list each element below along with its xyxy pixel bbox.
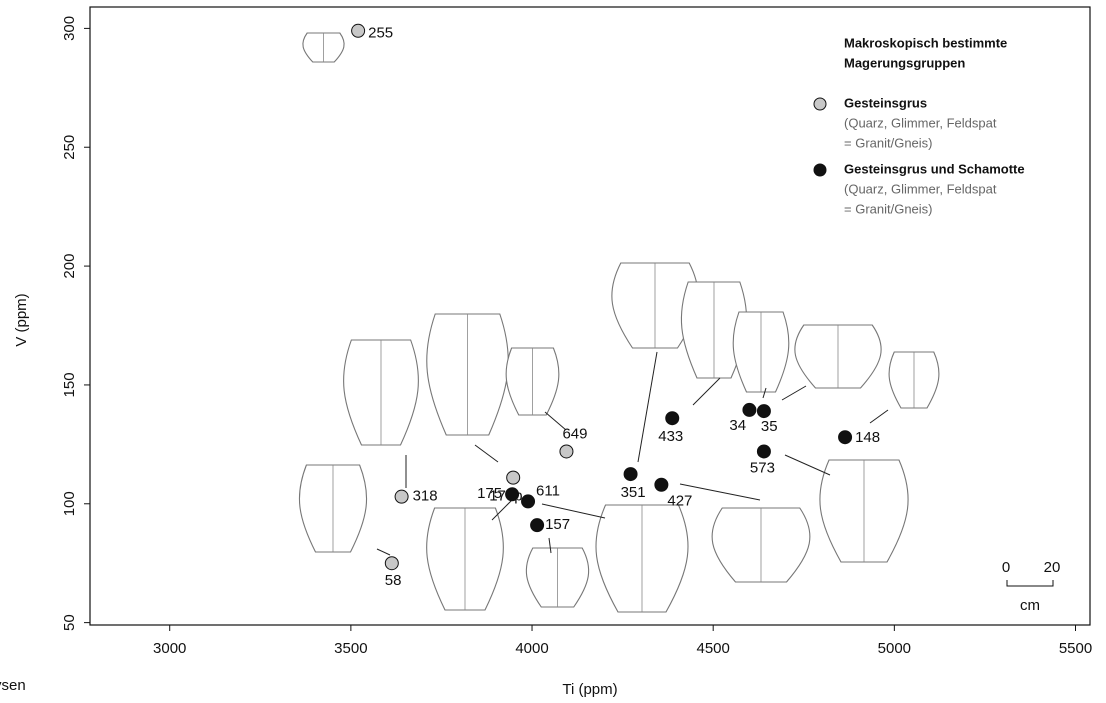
point-label: 433 (658, 428, 683, 445)
x-tick-label: 4500 (697, 640, 730, 657)
point-label: 175 (477, 485, 502, 502)
data-point (838, 430, 853, 445)
point-label: 35 (761, 418, 778, 435)
point-label: 255 (368, 25, 393, 42)
x-tick-label: 5500 (1059, 640, 1092, 657)
data-point (351, 23, 366, 38)
scale-unit: cm (1020, 597, 1040, 614)
data-point (742, 402, 757, 417)
plot-frame (89, 6, 1091, 626)
scale-bar: 0 20 cm (1002, 559, 1061, 614)
data-point (505, 487, 520, 502)
y-tick-label: 250 (61, 135, 78, 160)
y-tick-label: 200 (61, 254, 78, 279)
x-tick-label: 3000 (153, 640, 186, 657)
data-point (530, 518, 545, 533)
scale-label: 0 (1002, 559, 1010, 576)
leader-lines (376, 351, 889, 556)
scale-label: 20 (1044, 559, 1061, 576)
data-point (623, 467, 638, 482)
point-label: 573 (750, 459, 775, 476)
point-label: 318 (413, 488, 438, 505)
point-label: 649 (562, 425, 587, 442)
legend-entry: Gesteinsgrus und Schamotte (844, 161, 1025, 176)
y-tick-label: 150 (61, 372, 78, 397)
x-axis-title: Ti (ppm) (562, 681, 617, 698)
point-label: 58 (385, 572, 402, 589)
legend-description: = Granit/Gneis) (844, 135, 933, 150)
data-point (506, 470, 521, 485)
data-point (521, 494, 536, 509)
point-label: 157 (545, 516, 570, 533)
legend-description: = Granit/Gneis) (844, 201, 933, 216)
y-tick-label: 50 (61, 614, 78, 631)
vessel-drawings (298, 32, 940, 613)
data-point (384, 556, 399, 571)
legend-description: (Quarz, Glimmer, Feldspat (844, 181, 997, 196)
footer-fragment: ysen (0, 677, 26, 694)
legend-entry: Gesteinsgrus (844, 95, 927, 110)
x-tick-label: 5000 (878, 640, 911, 657)
point-label: 427 (667, 493, 692, 510)
data-point (756, 444, 771, 459)
point-label: 611 (536, 482, 560, 499)
legend-description: (Quarz, Glimmer, Feldspat (844, 115, 997, 130)
x-tick-label: 3500 (334, 640, 367, 657)
scale-line (1006, 580, 1054, 587)
x-tick-label: 4000 (515, 640, 548, 657)
legend-marker (813, 163, 827, 177)
point-label: 351 (621, 484, 646, 501)
data-point (559, 444, 574, 459)
data-point (665, 411, 680, 426)
y-axis-title: V (ppm) (13, 293, 30, 346)
data-point (394, 489, 409, 504)
y-tick-label: 300 (61, 16, 78, 41)
data-point (756, 404, 771, 419)
point-label: 34 (729, 417, 746, 434)
y-tick-label: 100 (61, 491, 78, 516)
legend-marker (813, 97, 827, 111)
point-label: 148 (855, 429, 880, 446)
data-point (654, 477, 669, 492)
legend-title: Magerungsgruppen (844, 55, 965, 70)
legend-title: Makroskopisch bestimmte (844, 35, 1007, 50)
